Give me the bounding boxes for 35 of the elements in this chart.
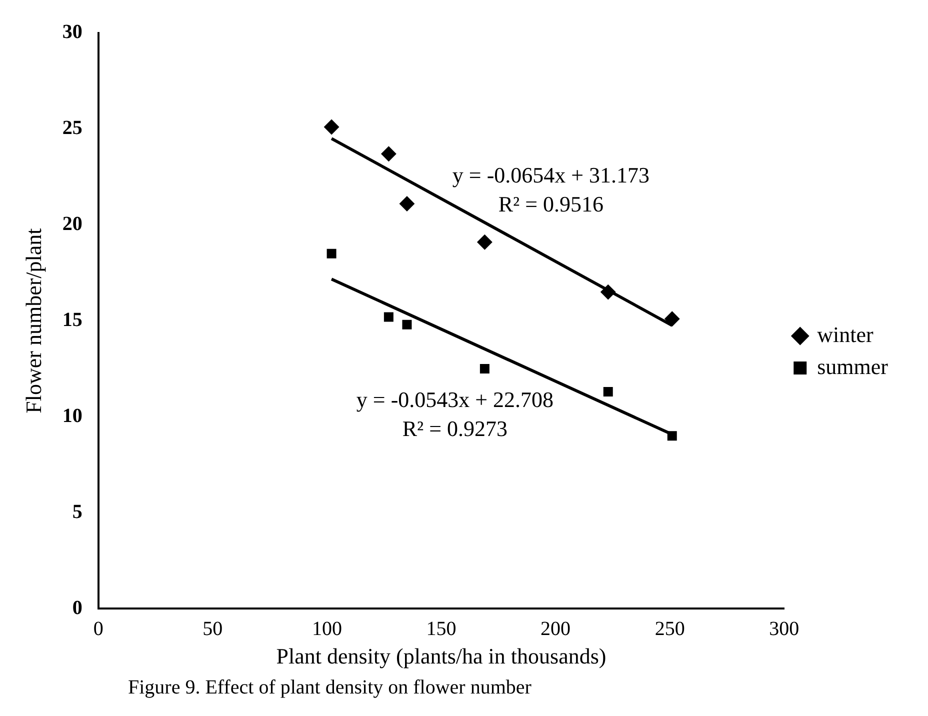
y-tick-label: 5	[72, 500, 82, 523]
y-tick-label: 30	[62, 21, 82, 44]
annotation: y = -0.0543x + 22.708	[356, 387, 554, 412]
point	[480, 364, 490, 374]
annotation: R² = 0.9516	[498, 191, 604, 216]
x-axis-title: Plant density (plants/ha in thousands)	[276, 644, 606, 669]
x-tick-label: 100	[312, 618, 342, 640]
point	[664, 311, 680, 326]
point	[381, 146, 396, 162]
y-axis-title: Flower number/plant	[20, 228, 46, 414]
y-tick-label: 20	[62, 213, 82, 236]
y-tick-label: 15	[62, 308, 82, 331]
x-tick-label: 200	[540, 618, 571, 640]
annotation: y = -0.0654x + 31.173	[452, 162, 650, 188]
point	[402, 320, 412, 330]
point	[324, 120, 340, 135]
caption: Figure 9. Effect of plant density on flower number	[128, 676, 532, 698]
annotation: R² = 0.9273	[402, 416, 508, 441]
y-tick-label: 0	[72, 596, 82, 619]
x-tick-label: 0	[93, 618, 104, 640]
x-tick-label: 300	[769, 618, 800, 640]
point	[600, 284, 616, 300]
point	[667, 431, 677, 441]
x-tick-label: 150	[426, 618, 456, 640]
point	[399, 196, 414, 212]
legend-label: summer	[817, 354, 889, 379]
point	[326, 248, 336, 258]
x-tick-label: 250	[654, 618, 685, 640]
y-tick-label: 10	[62, 404, 82, 427]
point	[603, 387, 613, 397]
point	[384, 312, 394, 322]
y-tick-label: 25	[62, 117, 82, 140]
point	[477, 234, 492, 250]
x-tick-label: 50	[202, 618, 223, 640]
legend-label: winter	[817, 322, 874, 347]
